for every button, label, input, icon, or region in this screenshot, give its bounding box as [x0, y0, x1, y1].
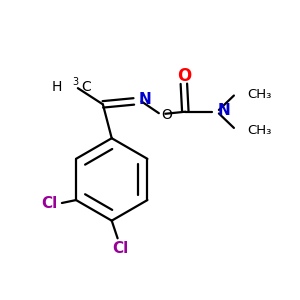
Text: 3: 3 — [73, 77, 79, 87]
Text: N: N — [217, 103, 230, 118]
Text: C: C — [81, 80, 91, 94]
Text: CH₃: CH₃ — [247, 88, 272, 100]
Text: Cl: Cl — [41, 196, 58, 211]
Text: O: O — [161, 108, 172, 122]
Text: H: H — [51, 80, 62, 94]
Text: O: O — [177, 67, 191, 85]
Text: Cl: Cl — [112, 241, 128, 256]
Text: N: N — [139, 92, 152, 107]
Text: CH₃: CH₃ — [247, 124, 272, 137]
